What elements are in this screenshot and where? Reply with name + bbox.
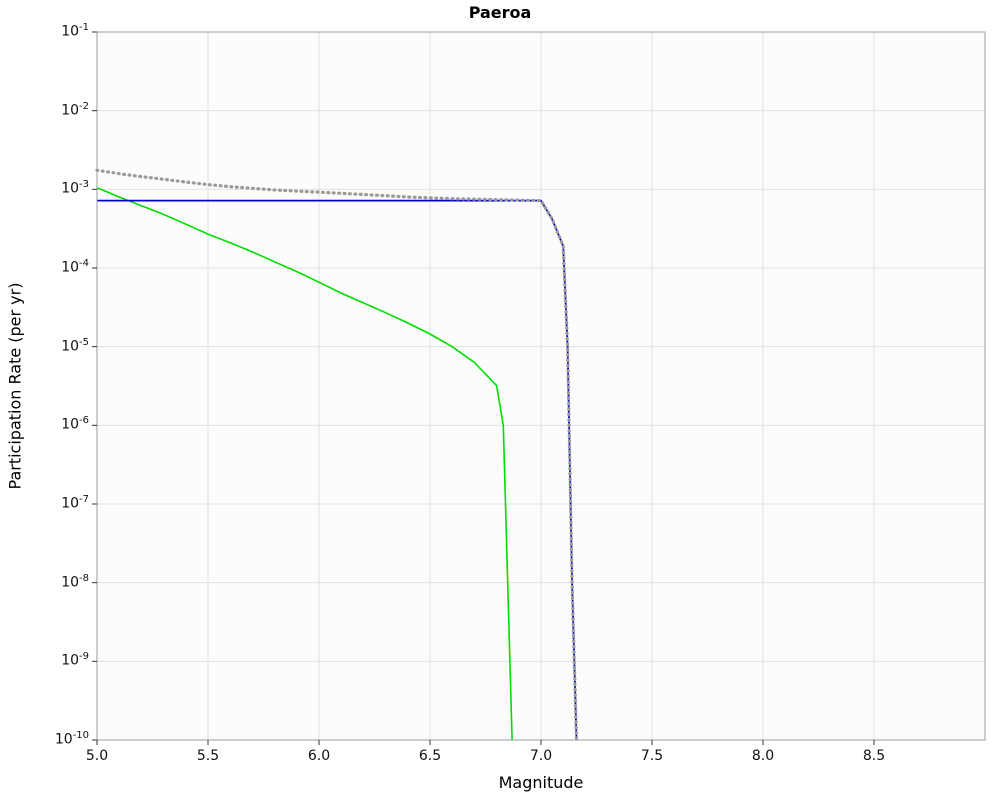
x-tick-label: 5.0 [85,748,109,764]
x-tick-label: 8.0 [751,748,775,764]
y-tick-label: 10-3 [61,179,89,197]
gray-dotted-curve [95,168,579,742]
y-tick-label: 10-5 [61,336,89,355]
y-tick-label: 10-1 [61,22,89,40]
x-tick-label: 7.5 [640,748,664,764]
y-tick-label: 10-9 [61,651,89,669]
green-curve [96,186,513,741]
x-tick-label: 6.5 [418,748,442,764]
y-tick-label: 10-6 [61,415,89,433]
y-tick-label: 10-4 [61,258,89,276]
y-tick-label: 10-8 [61,572,89,591]
x-axis-label: Magnitude [498,773,584,792]
y-tick-label: 10-2 [61,100,89,119]
chart-title: Paeroa [468,3,532,22]
y-tick-label: 10-10 [54,730,89,748]
x-tick-label: 6.0 [307,748,331,764]
y-tick-label: 10-7 [61,494,89,512]
x-tick-label: 5.5 [196,748,220,764]
x-tick-label: 7.0 [529,748,553,764]
x-tick-label: 8.5 [862,748,886,764]
